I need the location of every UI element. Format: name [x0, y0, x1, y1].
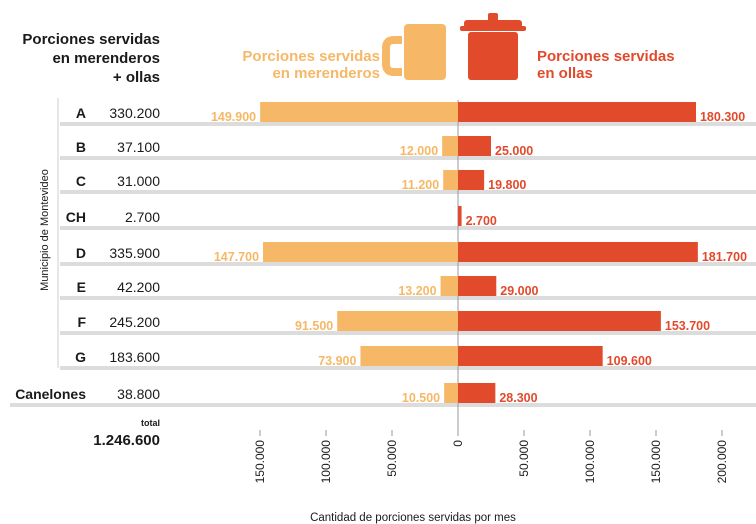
category-label: B — [76, 139, 86, 155]
x-tick-label: 100.000 — [319, 440, 333, 484]
category-label: G — [75, 349, 86, 365]
bar-merenderos — [263, 242, 458, 262]
bar-ollas — [458, 346, 603, 366]
mug-icon — [382, 24, 446, 80]
header-ollas-line-2: en ollas — [537, 65, 593, 82]
x-tick-label: 200.000 — [715, 440, 729, 484]
x-tick-label: 100.000 — [583, 440, 597, 484]
header-merenderos-title: Porciones servidas en merenderos — [208, 48, 380, 82]
bar-ollas — [458, 170, 485, 190]
row-line — [60, 262, 756, 266]
x-tick-label: 150.000 — [649, 440, 663, 484]
bar-ollas — [458, 102, 696, 122]
header-merenderos-line-1: Porciones servidas — [242, 48, 380, 65]
row-total: 330.200 — [109, 105, 160, 121]
category-label: F — [77, 314, 86, 330]
row-total: 183.600 — [109, 349, 160, 365]
row-line — [60, 331, 756, 335]
row-total: 245.200 — [109, 314, 160, 330]
data-label-ollas: 19.800 — [488, 178, 526, 192]
row-total: 335.900 — [109, 245, 160, 261]
header-merenderos-line-2: en merenderos — [272, 65, 380, 82]
data-label-merenderos: 73.900 — [318, 354, 356, 368]
y-axis-label: Municipio de Montevideo — [39, 169, 51, 291]
x-axis-label: Cantidad de porciones servidas por mes — [310, 512, 516, 524]
data-label-merenderos: 91.500 — [295, 319, 333, 333]
category-label: E — [77, 279, 86, 295]
data-label-merenderos: 13.200 — [398, 284, 436, 298]
bar-merenderos — [260, 102, 458, 122]
bar-merenderos — [337, 311, 458, 331]
bar-ollas — [458, 276, 497, 296]
header-ollas-title: Porciones servidas en ollas — [537, 48, 747, 82]
header-total-line-3: + ollas — [112, 69, 160, 86]
row-line — [60, 190, 756, 194]
bar-merenderos — [442, 136, 458, 156]
data-label-ollas: 25.000 — [495, 144, 533, 158]
row-line — [60, 296, 756, 300]
row-total: 31.000 — [117, 173, 160, 189]
bar-ollas — [458, 206, 462, 226]
data-label-ollas: 28.300 — [499, 391, 537, 405]
row-line — [60, 366, 756, 370]
x-tick-label: 150.000 — [253, 440, 267, 484]
header-total-title: Porciones servidas en merenderos + ollas — [8, 30, 160, 87]
data-label-merenderos: 11.200 — [402, 178, 440, 192]
row-line — [10, 403, 756, 407]
data-label-merenderos: 12.000 — [400, 144, 438, 158]
row-line — [60, 156, 756, 160]
row-total: 2.700 — [125, 209, 160, 225]
data-label-ollas: 29.000 — [500, 284, 538, 298]
bar-ollas — [458, 136, 491, 156]
data-label-ollas: 109.600 — [607, 354, 652, 368]
x-tick-label: 50.000 — [385, 440, 399, 477]
bar-ollas — [458, 383, 496, 403]
x-tick-label: 50.000 — [517, 440, 531, 477]
header-total-line-2: en merenderos — [52, 50, 160, 67]
data-label-ollas: 180.300 — [700, 110, 745, 124]
category-label: D — [76, 245, 86, 261]
category-label: C — [76, 173, 86, 189]
x-tick-label: 0 — [451, 440, 465, 447]
bar-ollas — [458, 311, 661, 331]
total-label: total — [141, 418, 160, 428]
category-label: A — [76, 105, 86, 121]
data-label-ollas: 2.700 — [466, 214, 497, 228]
pot-icon — [460, 13, 526, 80]
bar-merenderos — [360, 346, 458, 366]
data-label-merenderos: 147.700 — [214, 250, 259, 264]
row-line — [60, 226, 756, 230]
row-total: 38.800 — [117, 386, 160, 402]
total-value: 1.246.600 — [93, 432, 160, 449]
bar-merenderos — [444, 383, 458, 403]
bar-merenderos — [443, 170, 458, 190]
row-total: 42.200 — [117, 279, 160, 295]
category-label: Canelones — [15, 386, 86, 402]
data-label-merenderos: 10.500 — [402, 391, 440, 405]
row-line — [60, 122, 756, 126]
data-label-ollas: 153.700 — [665, 319, 710, 333]
category-label: CH — [66, 209, 86, 225]
header-total-line-1: Porciones servidas — [22, 31, 160, 48]
row-total: 37.100 — [117, 139, 160, 155]
data-label-merenderos: 149.900 — [211, 110, 256, 124]
header-ollas-line-1: Porciones servidas — [537, 48, 675, 65]
data-label-ollas: 181.700 — [702, 250, 747, 264]
bar-ollas — [458, 242, 698, 262]
bar-merenderos — [440, 276, 458, 296]
